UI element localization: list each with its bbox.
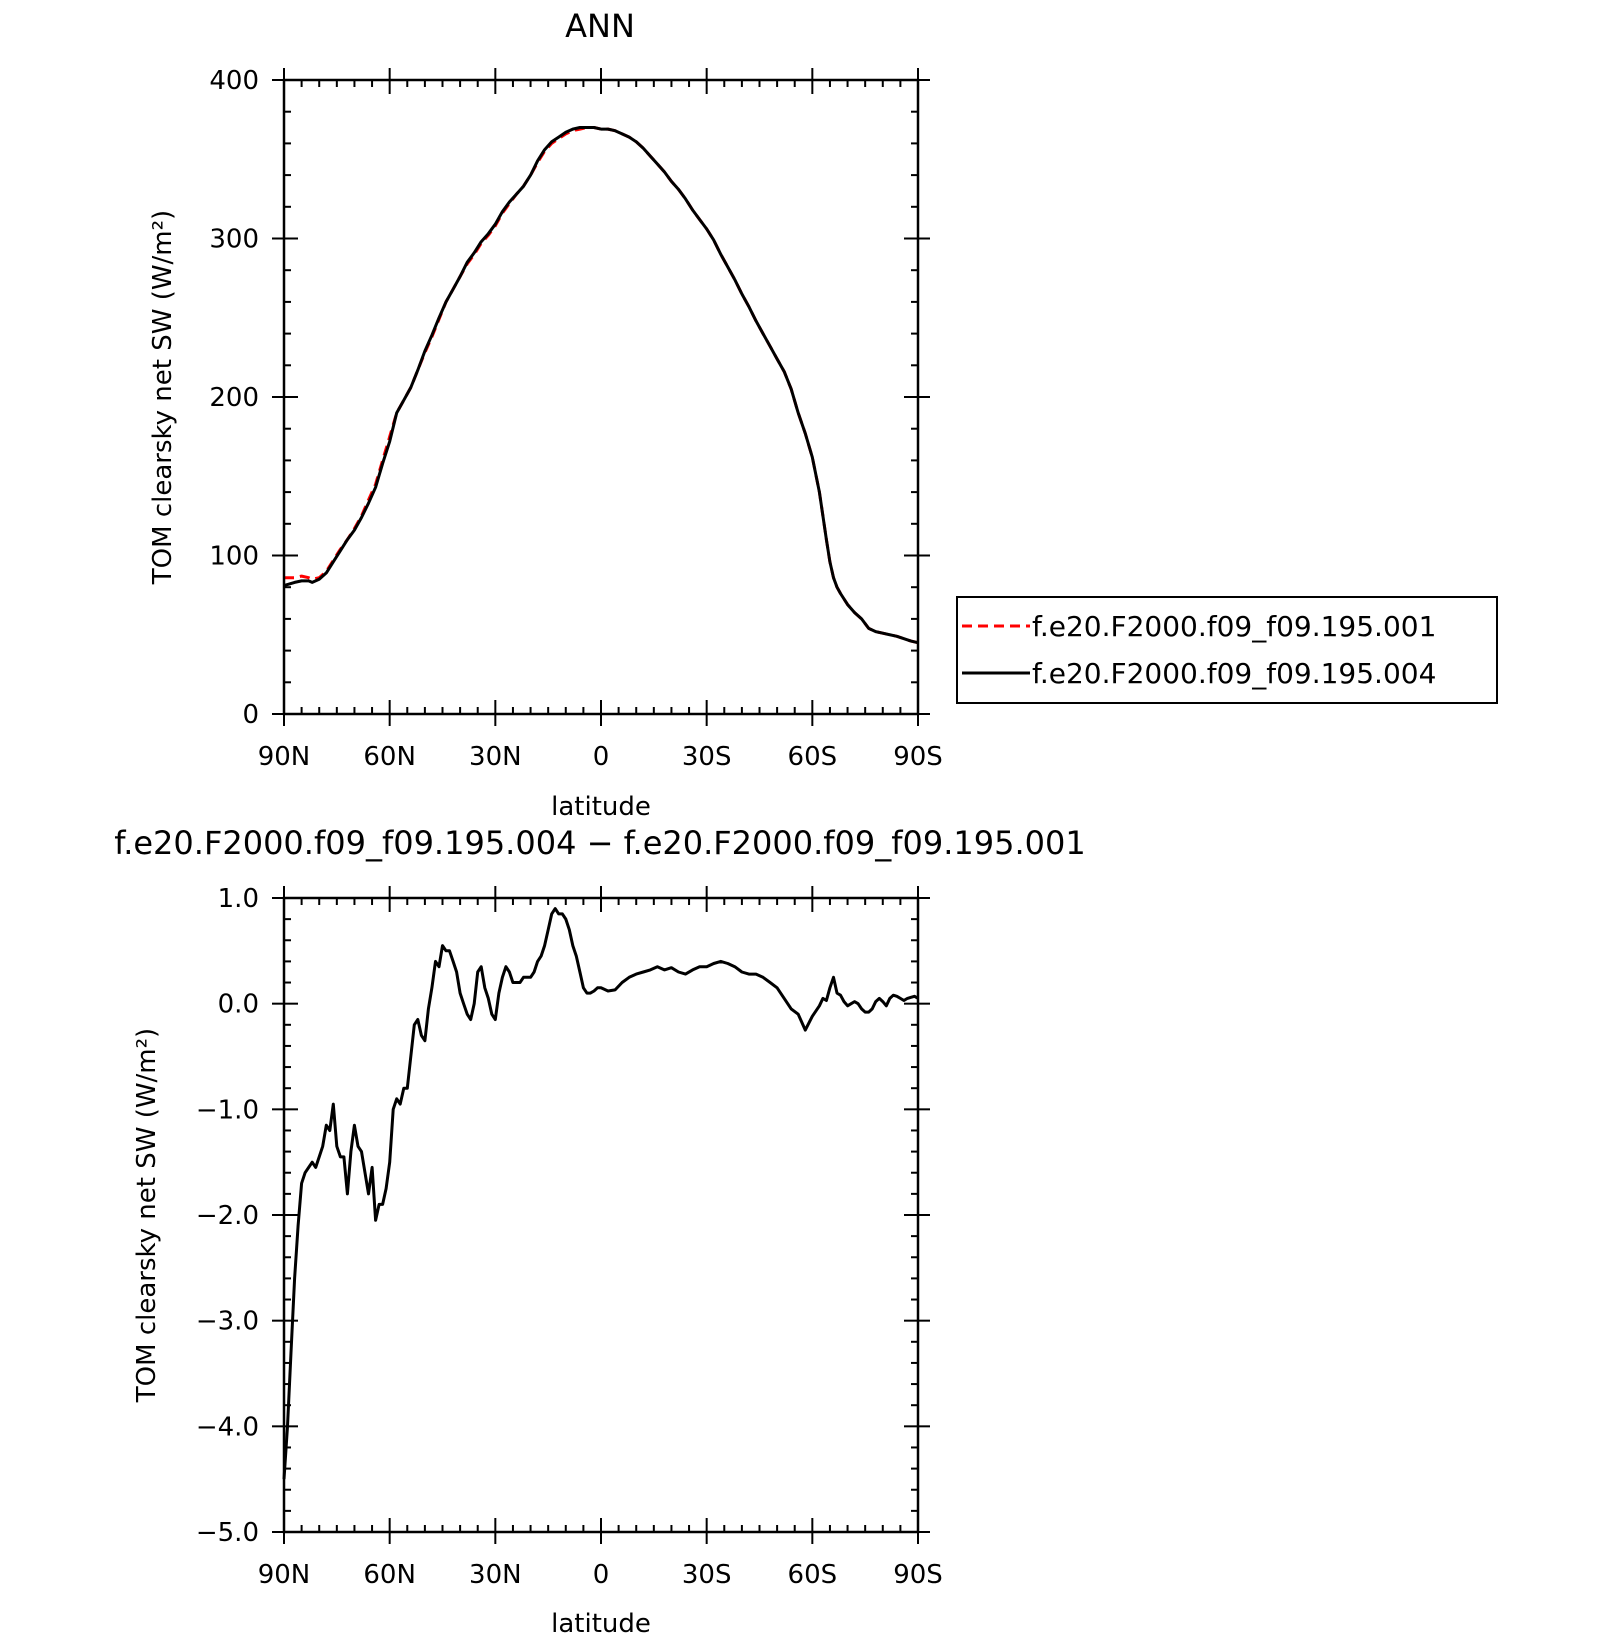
top-y-tick-label: 400 bbox=[209, 66, 259, 96]
top-chart-axes: 90N 60N 30N 0 30S 60S 90S 0 100 200 300 400 bbox=[209, 66, 942, 772]
bottom-y-tick-label: 0.0 bbox=[218, 990, 259, 1020]
bottom-plot-frame bbox=[282, 896, 920, 1534]
bottom-y-tick-label: 1.0 bbox=[218, 884, 259, 914]
bottom-y-tick-label: −5.0 bbox=[196, 1518, 259, 1548]
bottom-x-tick-label: 90S bbox=[893, 1560, 943, 1590]
bottom-x-axis-label: latitude bbox=[551, 1609, 651, 1635]
top-x-axis-label: latitude bbox=[551, 792, 651, 822]
top-chart-series bbox=[283, 126, 919, 645]
top-x-tick-label: 30S bbox=[682, 742, 732, 772]
bottom-x-tick-label: 30N bbox=[469, 1560, 522, 1590]
legend-box bbox=[956, 596, 1498, 704]
bottom-y-tick-label: −3.0 bbox=[196, 1307, 259, 1337]
top-chart-title: ANN bbox=[565, 7, 635, 45]
top-x-tick-label: 60S bbox=[788, 742, 838, 772]
top-y-tick-label: 100 bbox=[209, 542, 259, 572]
bottom-chart-panel: f.e20.F2000.f09_f09.195.004 − f.e20.F200… bbox=[114, 824, 1086, 1635]
top-y-tick-label: 0 bbox=[242, 700, 259, 730]
bottom-y-tick-label: −1.0 bbox=[196, 1095, 259, 1125]
top-x-tick-label: 90S bbox=[893, 742, 943, 772]
bottom-chart-title: f.e20.F2000.f09_f09.195.004 − f.e20.F200… bbox=[114, 824, 1086, 862]
legend-label-001: f.e20.F2000.f09_f09.195.001 bbox=[1032, 610, 1436, 643]
top-series-line-1 bbox=[283, 126, 919, 645]
top-y-axis-label: TOM clearsky net SW (W/m²) bbox=[148, 210, 178, 585]
bottom-y-tick-label: −2.0 bbox=[196, 1201, 259, 1231]
bottom-x-tick-label: 90N bbox=[258, 1560, 311, 1590]
top-y-tick-label: 300 bbox=[209, 225, 259, 255]
bottom-chart-series bbox=[282, 907, 919, 1480]
top-plot-frame bbox=[282, 78, 920, 716]
bottom-x-tick-label: 60S bbox=[788, 1560, 838, 1590]
top-chart-panel: ANN 90N 60N 30N 0 30S 60S 90S 0 100 200 300 400 lat… bbox=[148, 7, 1498, 822]
top-series-line-0 bbox=[284, 126, 919, 645]
legend-label-004: f.e20.F2000.f09_f09.195.004 bbox=[1032, 657, 1436, 690]
top-x-tick-label: 30N bbox=[469, 742, 522, 772]
top-x-tick-label: 90N bbox=[258, 742, 311, 772]
top-x-tick-label: 60N bbox=[363, 742, 416, 772]
top-y-tick-label: 200 bbox=[209, 383, 259, 413]
bottom-x-tick-label: 30S bbox=[682, 1560, 732, 1590]
top-x-tick-label: 0 bbox=[593, 742, 610, 772]
bottom-y-tick-label: −4.0 bbox=[196, 1412, 259, 1442]
legend: f.e20.F2000.f09_f09.195.001 f.e20.F2000.… bbox=[956, 596, 1498, 704]
bottom-x-tick-label: 60N bbox=[363, 1560, 416, 1590]
bottom-x-tick-label: 0 bbox=[593, 1560, 610, 1590]
bottom-series-line-0 bbox=[282, 907, 919, 1480]
bottom-y-axis-label: TOM clearsky net SW (W/m²) bbox=[132, 1028, 162, 1403]
